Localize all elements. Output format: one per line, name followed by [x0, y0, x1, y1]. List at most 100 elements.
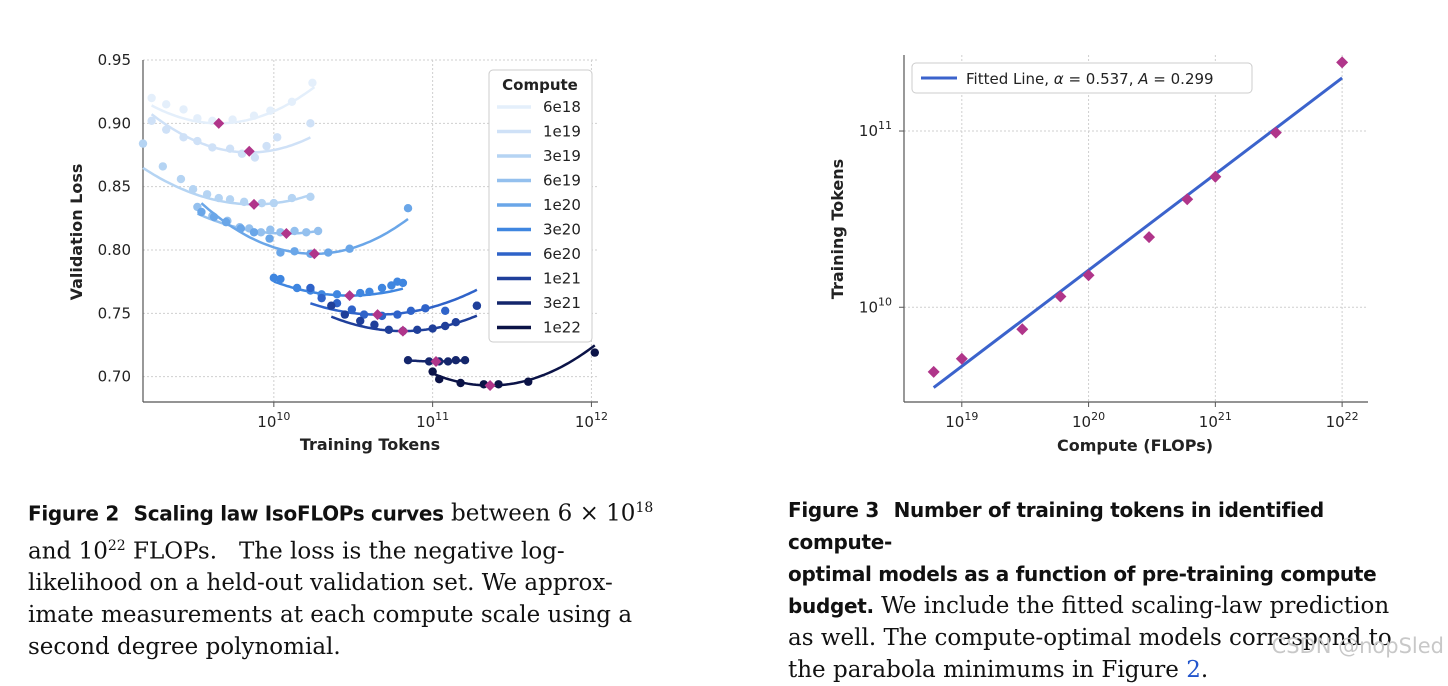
data-point-3e20 [332, 290, 342, 299]
chart1-x-label: Training Tokens [300, 435, 440, 454]
chart2-legend: Fitted Line, α = 0.537, A = 0.299 [911, 62, 1253, 94]
data-point-1e20 [197, 207, 206, 217]
data-point-1e20 [236, 224, 246, 233]
data-point-1e19 [193, 136, 202, 146]
chart1-x-tick-label: 1011 [416, 410, 449, 431]
data-point-6e18 [249, 111, 259, 120]
legend-label-1e19: 1e19 [543, 123, 581, 141]
data-point-6e19 [313, 226, 323, 236]
data-point-3e21 [443, 357, 453, 366]
chart2-x-label: Compute (FLOPs) [1057, 436, 1213, 455]
figure2-text-1: between [451, 500, 558, 527]
figure2-caption-line1: Figure 2 Scaling law IsoFLOPs curves bet… [28, 492, 668, 530]
data-point-1e22 [524, 377, 533, 386]
figure3-title-2: optimal models as a function of pre-trai… [788, 562, 1377, 586]
data-point-3e19 [287, 193, 297, 203]
figure3-caption-line2: optimal models as a function of pre-trai… [788, 558, 1428, 590]
data-point-6e18 [179, 105, 188, 114]
data-point-3e20 [377, 283, 387, 293]
chart1-legend-box [488, 69, 593, 343]
data-point-6e19 [290, 226, 299, 236]
data-point-1e21 [451, 318, 461, 327]
chart2-points [927, 56, 1349, 378]
chart1-series [138, 78, 599, 389]
figure2-math-2: 10 [78, 538, 108, 565]
data-point-1e19 [237, 149, 247, 158]
data-point-1e21 [472, 301, 482, 310]
data-point-6e18 [162, 100, 171, 109]
figure2-caption: Figure 2 Scaling law IsoFLOPs curves bet… [28, 492, 668, 663]
compute-optimal-point [1181, 193, 1194, 206]
minimum-marker-3e20 [344, 290, 356, 302]
minimum-marker-3e19 [248, 198, 260, 210]
figure3-text-3: We include the fitted scaling-law predic… [873, 593, 1390, 619]
chart1-x-ticks: 1010 1011 1012 [257, 402, 608, 431]
data-point-1e22 [456, 378, 465, 388]
chart1-y-tick-label: 0.95 [98, 51, 131, 69]
data-point-1e21 [428, 324, 437, 333]
figure2-caption-line2: and 1022 FLOPs. The loss is the negative… [28, 530, 668, 568]
data-point-1e22 [590, 348, 599, 357]
compute-optimal-point [1143, 231, 1156, 244]
figure3-caption-line1: Figure 3 Number of training tokens in id… [788, 494, 1428, 558]
compute-optimal-point [1269, 126, 1282, 139]
data-point-6e20 [406, 306, 416, 315]
legend-label-3e19: 3e19 [543, 147, 581, 165]
data-point-6e18 [193, 114, 202, 123]
data-point-1e21 [356, 316, 365, 326]
data-point-1e19 [147, 116, 156, 126]
data-point-3e20 [269, 273, 279, 283]
data-point-6e20 [317, 293, 326, 303]
compute-optimal-point [1082, 269, 1095, 282]
legend-label-3e21: 3e21 [543, 294, 581, 312]
data-point-1e20 [221, 217, 231, 227]
compute-optimal-point [1209, 170, 1222, 183]
chart1-minimum-markers [213, 117, 496, 392]
legend-label-1e22: 1e22 [543, 319, 581, 337]
data-point-3e19 [257, 198, 267, 208]
data-point-1e20 [324, 248, 333, 257]
chart1-y-tick-label: 0.80 [98, 241, 131, 259]
data-point-6e18 [287, 97, 297, 107]
data-point-1e20 [209, 212, 219, 222]
minimum-marker-1e19 [243, 145, 255, 157]
figure2-reference-link[interactable]: 2 [1186, 657, 1201, 683]
chart2-x-tick-label: 1021 [1199, 410, 1232, 431]
data-point-3e19 [176, 174, 186, 184]
data-point-1e20 [265, 234, 274, 243]
data-point-6e20 [393, 310, 402, 319]
chart2-y-label: Training Tokens [828, 159, 847, 299]
chart1-y-label: Validation Loss [67, 164, 86, 301]
data-point-3e19 [239, 197, 249, 207]
data-point-1e21 [441, 321, 450, 331]
data-point-6e18 [266, 106, 275, 115]
data-point-3e21 [460, 356, 470, 365]
minimum-marker-6e20 [372, 309, 384, 321]
data-point-3e21 [424, 357, 434, 366]
legend-label-3e20: 3e20 [543, 221, 581, 239]
minimum-marker-3e21 [430, 355, 442, 367]
chart2-y-tick-label: 1010 [859, 295, 892, 316]
data-point-6e20 [441, 306, 450, 315]
chart1-y-tick-label: 0.75 [98, 304, 131, 322]
data-point-6e18 [228, 115, 237, 124]
data-point-1e20 [276, 248, 285, 257]
figure3-caption-line5: the parabola minimums in Figure 2. [788, 654, 1428, 686]
figure2-caption-line4: imate measurements at each compute scale… [28, 602, 633, 629]
figure2-label: Figure 2 [28, 501, 119, 526]
data-point-3e19 [158, 162, 168, 171]
minimum-marker-6e19 [280, 228, 292, 240]
data-point-3e20 [276, 274, 285, 284]
chart1-x-tick-label: 1010 [257, 410, 290, 431]
chart1-y-tick-label: 0.85 [98, 178, 131, 196]
figure3-label: Figure 3 [788, 498, 879, 522]
chart1-y-tick-label: 0.70 [98, 368, 131, 386]
data-point-1e21 [327, 301, 336, 310]
figure2-math-1-exp: 18 [635, 500, 654, 516]
figure2-title: Scaling law IsoFLOPs curves [133, 501, 444, 526]
chart2-x-tick-label: 1020 [1072, 410, 1105, 431]
compute-optimal-point [1336, 56, 1349, 69]
fit-curve-1e22 [432, 344, 596, 387]
data-point-1e21 [370, 320, 379, 329]
data-point-3e20 [387, 281, 396, 290]
